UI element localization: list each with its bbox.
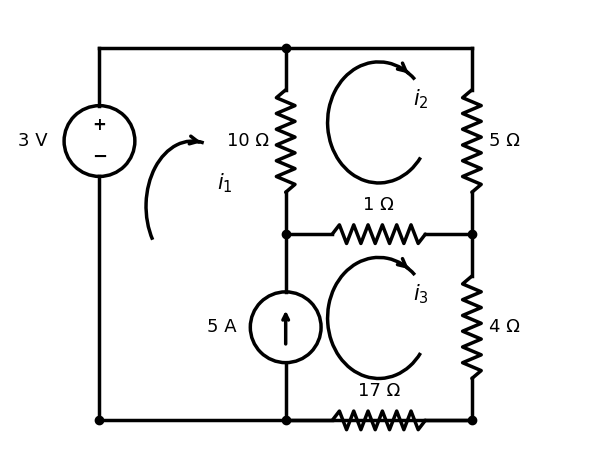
Text: 10 Ω: 10 Ω <box>227 132 269 150</box>
Text: 17 Ω: 17 Ω <box>358 382 400 400</box>
Text: 5 Ω: 5 Ω <box>489 132 520 150</box>
Text: $i_2$: $i_2$ <box>413 87 428 111</box>
Text: 3 V: 3 V <box>18 132 47 150</box>
Text: −: − <box>92 148 107 166</box>
Text: $i_1$: $i_1$ <box>217 171 233 195</box>
Text: +: + <box>93 116 106 134</box>
Text: 1 Ω: 1 Ω <box>363 196 394 214</box>
Text: 4 Ω: 4 Ω <box>489 318 520 336</box>
Text: 5 A: 5 A <box>206 318 237 336</box>
Text: $i_3$: $i_3$ <box>413 283 428 307</box>
